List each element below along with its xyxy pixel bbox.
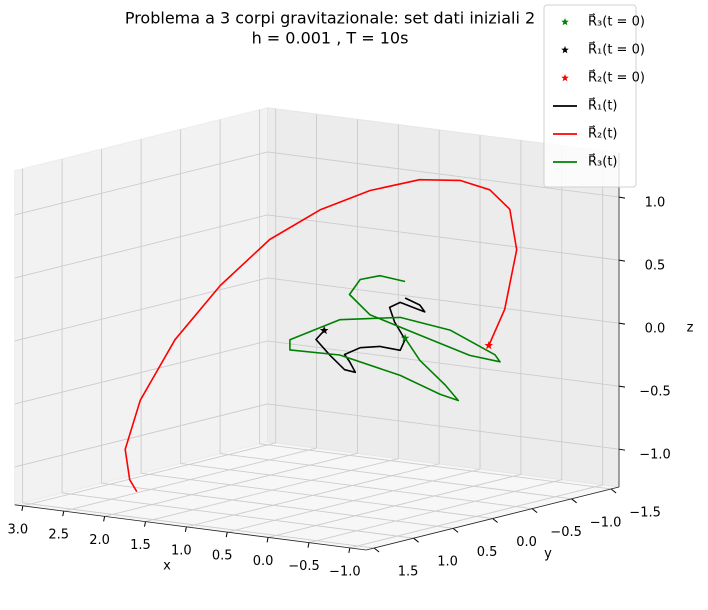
- y-tick-label: 0.0: [516, 535, 537, 550]
- z-tick-label: −1.0: [639, 448, 671, 463]
- grid-line: [267, 214, 620, 261]
- z-tick-label: 0.0: [645, 322, 666, 337]
- tick-mark: [348, 547, 351, 553]
- initial-position-marker: [319, 326, 329, 335]
- legend: R⃗₃(t = 0) R⃗₁(t = 0) R⃗₂(t = 0) R⃗₁(t) R⃗₂(…: [543, 4, 645, 188]
- x-tick-label: 1.0: [171, 543, 192, 558]
- grid-line: [267, 403, 620, 450]
- tick-mark: [618, 196, 626, 199]
- x-tick-label: 0.0: [253, 554, 274, 569]
- tick-mark: [571, 498, 577, 504]
- grid-line: [180, 463, 533, 510]
- grid-line: [14, 340, 268, 405]
- z-tick-label: 1.0: [645, 196, 666, 211]
- grid-line: [141, 472, 493, 519]
- legend-box: [543, 4, 637, 188]
- tick-mark: [184, 526, 187, 532]
- legend-label: R⃗₂(t): [588, 125, 618, 141]
- tick-mark: [610, 488, 617, 494]
- tick-mark: [266, 537, 269, 543]
- tick-mark: [618, 259, 626, 262]
- y-tick-label: 1.0: [437, 555, 458, 570]
- plot-area: [124, 178, 518, 493]
- grid-line: [22, 502, 375, 549]
- x-tick-label: 1.5: [130, 538, 151, 553]
- x-tick-label: 2.0: [89, 533, 110, 548]
- tick-mark: [307, 542, 310, 548]
- legend-label: R⃗₃(t): [588, 153, 618, 169]
- y-tick-label: 1.5: [398, 565, 419, 580]
- legend-star: [561, 18, 569, 26]
- tick-mark: [452, 527, 459, 533]
- z-tick-label: −0.5: [639, 385, 671, 400]
- chart-title: Problema a 3 corpi gravitazionale: set d…: [125, 9, 535, 28]
- grid-line: [14, 277, 268, 342]
- tick-mark: [62, 511, 65, 517]
- trajectory-line: [315, 297, 426, 374]
- y-tick-label: 0.5: [477, 545, 498, 560]
- x-tick-label: −0.5: [288, 559, 320, 574]
- trajectory-line: [289, 274, 501, 402]
- z-tick-label: 0.5: [645, 259, 666, 274]
- tick-mark: [103, 516, 106, 522]
- tick-mark: [492, 518, 498, 523]
- chart-subtitle: h = 0.001 , T = 10s: [252, 29, 409, 48]
- y-axis-label: y: [544, 547, 552, 562]
- tick-mark: [618, 448, 626, 451]
- grid-line: [267, 151, 620, 198]
- x-tick-label: 2.5: [48, 528, 69, 543]
- legend-label: R⃗₂(t = 0): [588, 69, 645, 85]
- tick-mark: [144, 521, 146, 527]
- y-axis-line: [366, 486, 620, 551]
- y-tick-label: −0.5: [550, 525, 582, 540]
- trajectory-line: [124, 178, 518, 493]
- tick-mark: [373, 547, 380, 553]
- grid-line: [14, 214, 268, 279]
- grid-line: [62, 492, 414, 539]
- grid-line: [14, 403, 268, 468]
- grid-line: [101, 482, 454, 529]
- panes: [14, 107, 626, 553]
- grid-line: [267, 277, 620, 324]
- y-tick-label: −1.0: [590, 515, 622, 530]
- initial-position-marker: [484, 341, 494, 350]
- x-axis-label: x: [163, 559, 171, 574]
- tick-mark: [618, 385, 626, 388]
- initial-position-marker: [400, 333, 410, 342]
- grid-line: [267, 340, 620, 387]
- legend-label: R⃗₁(t): [588, 97, 618, 113]
- x-tick-label: −1.0: [329, 564, 361, 579]
- z-axis-label: z: [687, 321, 694, 336]
- legend-label: R⃗₃(t = 0): [588, 13, 645, 29]
- grid-line: [14, 151, 268, 216]
- x-tick-label: 3.0: [8, 522, 29, 537]
- tick-mark: [21, 505, 24, 511]
- y-tick-label: −1.5: [629, 505, 661, 520]
- tick-mark: [531, 508, 538, 514]
- tick-mark: [225, 532, 228, 538]
- tick-mark: [413, 537, 419, 543]
- grid-line: [259, 443, 612, 490]
- legend-star: [561, 46, 569, 54]
- x-tick-label: 0.5: [212, 549, 233, 564]
- tick-mark: [618, 322, 626, 325]
- legend-star: [561, 74, 569, 82]
- x-axis-line: [14, 504, 367, 551]
- grid-line: [220, 453, 572, 500]
- legend-label: R⃗₁(t = 0): [588, 41, 645, 57]
